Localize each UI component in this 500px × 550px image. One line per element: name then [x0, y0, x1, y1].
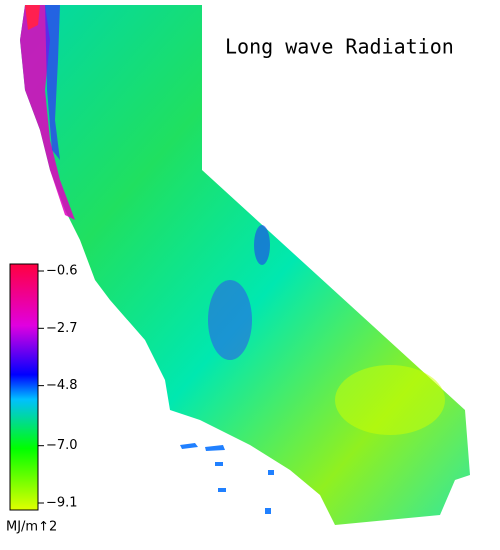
colorbar-tick-label: −4.8	[46, 378, 78, 393]
colorbar-unit: MJ/m↑2	[6, 520, 57, 535]
colorbar-ticks: −0.6 −2.7 −4.8 −7.0 −9.1	[38, 264, 78, 511]
california-map	[20, 5, 470, 525]
colorbar-tick-label: −9.1	[46, 496, 78, 511]
colorbar	[9, 263, 39, 511]
map-title: Long wave Radiation	[225, 35, 454, 59]
colorbar-tick-label: −0.6	[46, 264, 78, 279]
colorbar-tick-label: −7.0	[46, 438, 78, 453]
colorbar-tick-label: −2.7	[46, 321, 78, 336]
